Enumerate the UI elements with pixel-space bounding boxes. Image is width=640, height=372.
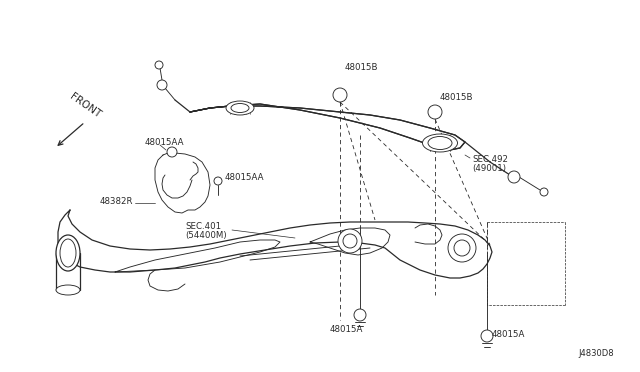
Circle shape <box>481 330 493 342</box>
Circle shape <box>508 171 520 183</box>
Text: SEC.492: SEC.492 <box>472 155 508 164</box>
Ellipse shape <box>60 239 76 267</box>
Ellipse shape <box>56 235 80 271</box>
Text: FRONT: FRONT <box>68 92 102 120</box>
Polygon shape <box>190 104 465 150</box>
Circle shape <box>167 147 177 157</box>
Circle shape <box>343 234 357 248</box>
Ellipse shape <box>226 101 254 115</box>
Text: (54400M): (54400M) <box>185 231 227 240</box>
Circle shape <box>214 177 222 185</box>
Text: J4830D8: J4830D8 <box>578 349 614 358</box>
Circle shape <box>448 234 476 262</box>
Text: SEC.401: SEC.401 <box>185 222 221 231</box>
Text: 48015A: 48015A <box>330 325 364 334</box>
Ellipse shape <box>56 285 80 295</box>
Circle shape <box>155 61 163 69</box>
Circle shape <box>540 188 548 196</box>
Circle shape <box>454 240 470 256</box>
Text: (49001): (49001) <box>472 164 506 173</box>
Text: 48382R: 48382R <box>100 197 134 206</box>
Circle shape <box>333 88 347 102</box>
Ellipse shape <box>428 137 452 150</box>
Text: 48015A: 48015A <box>492 330 525 339</box>
Circle shape <box>428 105 442 119</box>
Text: 48015AA: 48015AA <box>145 138 184 147</box>
Ellipse shape <box>231 103 249 112</box>
Text: 48015B: 48015B <box>345 63 378 72</box>
Text: 48015B: 48015B <box>440 93 474 102</box>
Ellipse shape <box>422 134 458 152</box>
Text: 48015AA: 48015AA <box>225 173 264 183</box>
Circle shape <box>157 80 167 90</box>
Circle shape <box>354 309 366 321</box>
Circle shape <box>338 229 362 253</box>
